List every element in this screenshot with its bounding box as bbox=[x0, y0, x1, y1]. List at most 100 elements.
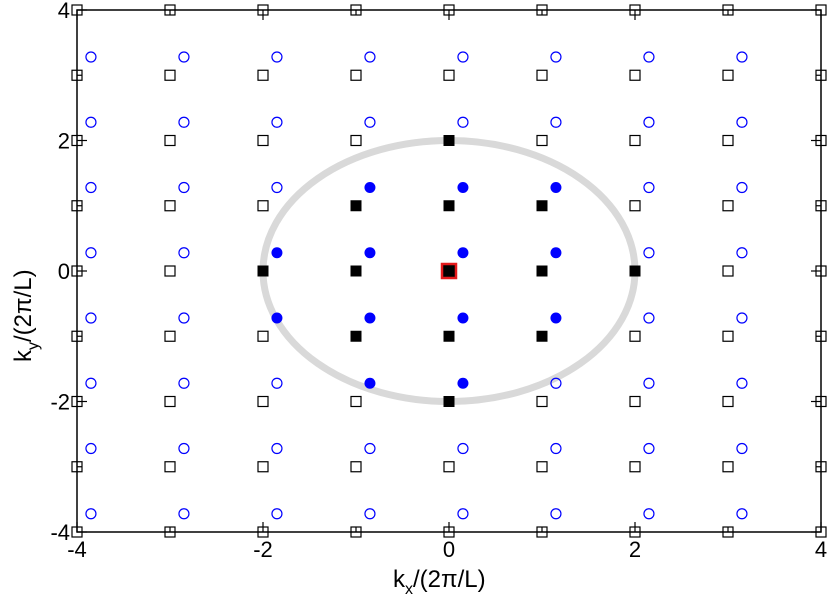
open-circle-point bbox=[643, 116, 655, 128]
open-square-point bbox=[164, 461, 176, 473]
open-circle-point bbox=[271, 51, 283, 63]
open-circle-point bbox=[736, 51, 748, 63]
filled-square-point bbox=[536, 200, 548, 212]
open-square-point bbox=[350, 461, 362, 473]
filled-square-point bbox=[350, 330, 362, 342]
filled-circle-point bbox=[457, 377, 469, 389]
open-circle-point bbox=[736, 181, 748, 194]
open-circle-point bbox=[643, 247, 655, 259]
filled-square-point bbox=[536, 330, 548, 342]
filled-square-point bbox=[536, 265, 548, 277]
open-square-point bbox=[164, 200, 176, 212]
open-circle-point bbox=[457, 51, 469, 63]
y-tick-label: -4 bbox=[50, 520, 70, 545]
open-circle-point bbox=[85, 247, 97, 259]
y-tick-label: 0 bbox=[58, 259, 70, 284]
open-circle-point bbox=[736, 116, 748, 128]
y-tick-label: 4 bbox=[58, 0, 70, 23]
filled-circle-point bbox=[364, 312, 376, 324]
open-circle-point bbox=[457, 508, 469, 520]
open-square-point bbox=[350, 395, 362, 408]
open-square-point bbox=[722, 265, 734, 277]
open-circle-point bbox=[271, 442, 283, 455]
open-square-point bbox=[257, 395, 269, 408]
open-circle-point bbox=[736, 442, 748, 455]
open-circle-point bbox=[178, 116, 190, 128]
y-tick-label: -2 bbox=[50, 390, 70, 415]
open-circle-point bbox=[85, 181, 97, 194]
open-circle-point bbox=[178, 508, 190, 520]
open-circle-point bbox=[178, 442, 190, 455]
open-square-point bbox=[722, 200, 734, 212]
filled-circle-point bbox=[550, 181, 562, 193]
open-square-point bbox=[629, 330, 641, 342]
open-circle-point bbox=[736, 508, 748, 520]
open-square-point bbox=[536, 69, 548, 81]
open-circle-point bbox=[178, 312, 190, 324]
open-circle-point bbox=[364, 508, 376, 520]
origin-square-point bbox=[440, 262, 458, 280]
open-square-point bbox=[257, 200, 269, 212]
open-circle-point bbox=[178, 247, 190, 259]
x-tick-label: 2 bbox=[629, 537, 641, 562]
open-square-point bbox=[164, 69, 176, 81]
filled-square-point bbox=[443, 396, 455, 407]
open-circle-point bbox=[643, 51, 655, 63]
open-circle-point bbox=[364, 116, 376, 128]
filled-square-point bbox=[350, 200, 362, 212]
filled-circle-point bbox=[364, 377, 376, 389]
open-square-point bbox=[722, 330, 734, 342]
open-square-point bbox=[164, 134, 176, 147]
y-tick-label: 2 bbox=[58, 129, 70, 154]
open-square-point bbox=[629, 134, 641, 147]
open-circle-point bbox=[550, 377, 562, 389]
open-circle-point bbox=[550, 442, 562, 455]
x-axis-label: kx/(2π/L) bbox=[393, 566, 486, 598]
open-square-point bbox=[722, 395, 734, 408]
filled-square-point bbox=[257, 265, 269, 277]
open-square-point bbox=[629, 461, 641, 473]
filled-circle-point bbox=[271, 312, 283, 324]
open-circle-point bbox=[550, 51, 562, 63]
filled-circle-point bbox=[550, 312, 562, 324]
open-circle-point bbox=[457, 116, 469, 128]
open-square-point bbox=[257, 461, 269, 473]
filled-circle-point bbox=[271, 247, 283, 259]
open-circle-point bbox=[643, 442, 655, 455]
open-circle-point bbox=[85, 312, 97, 324]
open-square-point bbox=[350, 69, 362, 81]
open-square-point bbox=[536, 395, 548, 408]
x-tick-label: 4 bbox=[815, 537, 827, 562]
open-square-point bbox=[443, 69, 455, 81]
filled-square-point bbox=[443, 135, 455, 146]
open-square-point bbox=[629, 200, 641, 212]
open-circle-point bbox=[178, 377, 190, 389]
open-circle-point bbox=[271, 377, 283, 389]
filled-circle-point bbox=[550, 247, 562, 259]
filled-circle-point bbox=[457, 312, 469, 324]
open-circle-point bbox=[364, 442, 376, 455]
open-square-point bbox=[257, 69, 269, 81]
open-circle-point bbox=[85, 508, 97, 520]
open-square-point bbox=[257, 330, 269, 342]
open-circle-point bbox=[550, 508, 562, 520]
open-circle-point bbox=[643, 181, 655, 194]
y-axis-label: ky/(2π/L) bbox=[10, 269, 42, 362]
x-tick-label: -4 bbox=[67, 537, 87, 562]
open-square-point bbox=[629, 395, 641, 408]
open-circle-point bbox=[85, 442, 97, 455]
open-circle-point bbox=[271, 181, 283, 194]
open-circle-point bbox=[271, 116, 283, 128]
open-circle-point bbox=[364, 51, 376, 63]
open-circle-point bbox=[178, 51, 190, 63]
open-square-point bbox=[722, 461, 734, 473]
open-square-point bbox=[257, 134, 269, 147]
open-circle-point bbox=[271, 508, 283, 520]
open-circle-point bbox=[736, 377, 748, 389]
axis-ticks: -4 -2 0 2 4 -4 -2 0 2 4 bbox=[50, 0, 827, 562]
open-circle-point bbox=[178, 181, 190, 194]
open-square-point bbox=[536, 134, 548, 147]
filled-square-point bbox=[629, 265, 641, 277]
open-square-point bbox=[722, 69, 734, 81]
